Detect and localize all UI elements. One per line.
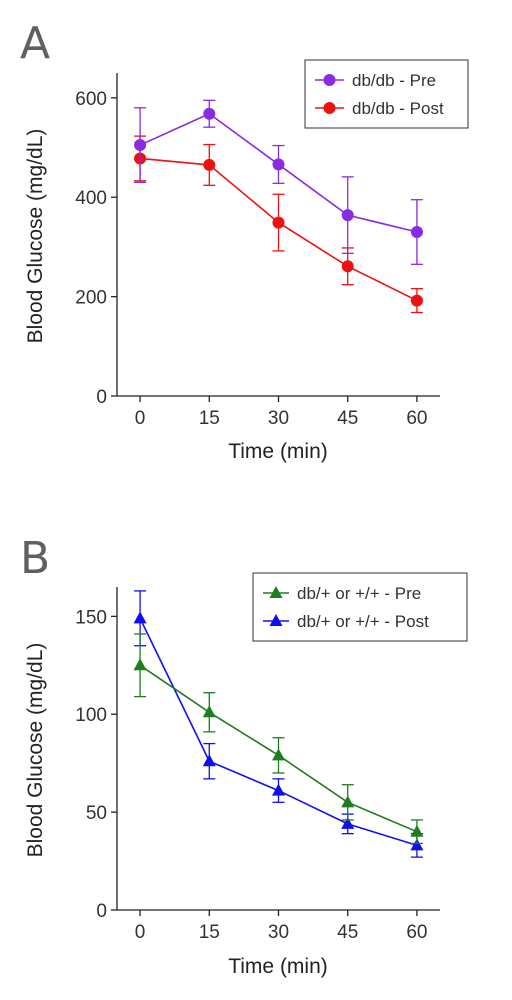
- data-point: [341, 795, 355, 808]
- series-2: [133, 590, 424, 858]
- data-point: [341, 209, 354, 222]
- panel-letter-b: B: [20, 533, 50, 584]
- legend: db/db - Pre db/db - Post: [304, 59, 469, 129]
- y-tick-label: 150: [75, 607, 107, 628]
- data-point: [410, 226, 423, 239]
- plot-area: 0 50 100 150 0 15 30 45 60: [75, 587, 440, 943]
- y-tick-label: 600: [75, 89, 107, 110]
- legend-box: [252, 572, 468, 642]
- panel-b: B Time (min) Blood Glucose (mg/dL) 0 50 10…: [20, 533, 468, 978]
- x-tick-label: 15: [199, 408, 220, 429]
- legend-marker: [323, 74, 336, 86]
- y-tick-label: 0: [96, 387, 107, 408]
- y-axis-title: Blood Glucose (mg/dL): [24, 643, 47, 858]
- series-1: [134, 99, 423, 265]
- data-point: [133, 658, 147, 671]
- data-point: [203, 107, 216, 120]
- legend: db/+ or +/+ - Pre db/+ or +/+ - Post: [252, 572, 468, 642]
- y-axis-title: Blood Glucose (mg/dL): [24, 129, 47, 344]
- legend-label: db/+ or +/+ - Pre: [297, 584, 421, 603]
- y-tick-label: 50: [86, 803, 107, 824]
- data-point: [202, 754, 216, 767]
- legend-label: db/+ or +/+ - Post: [297, 612, 429, 631]
- y-tick-label: 200: [75, 288, 107, 309]
- y-tick-label: 400: [75, 188, 107, 209]
- x-tick-label: 45: [337, 408, 358, 429]
- x-axis-title: Time (min): [228, 955, 328, 978]
- series-line: [139, 617, 418, 847]
- legend-label: db/db - Post: [352, 99, 444, 118]
- data-point: [134, 139, 147, 152]
- plot-area: 0 200 400 600 0 15 30 45 60: [75, 73, 440, 429]
- legend-box: [304, 59, 469, 129]
- legend-label: db/db - Pre: [352, 71, 436, 90]
- y-tick-label: 100: [75, 705, 107, 726]
- data-point: [202, 705, 216, 718]
- series-1: [133, 633, 424, 845]
- legend-marker: [323, 102, 336, 114]
- legend-marker: [269, 586, 283, 598]
- x-tick-label: 30: [268, 922, 289, 943]
- panel-a: A Time (min) Blood Glucose (mg/dL) 0 200 4…: [20, 18, 469, 463]
- data-point: [272, 783, 285, 796]
- data-point: [272, 158, 285, 171]
- legend-marker: [269, 614, 283, 626]
- x-tick-label: 45: [337, 922, 358, 943]
- data-point: [341, 260, 354, 273]
- data-point: [272, 216, 285, 229]
- data-point: [341, 816, 355, 829]
- x-axis-title: Time (min): [228, 440, 328, 463]
- x-tick-label: 0: [135, 408, 146, 429]
- data-point: [272, 748, 285, 761]
- data-point: [133, 611, 147, 624]
- x-tick-label: 30: [268, 408, 289, 429]
- data-point: [410, 294, 423, 307]
- x-tick-label: 60: [406, 408, 427, 429]
- data-point: [410, 838, 424, 851]
- panel-letter-a: A: [20, 18, 50, 69]
- x-tick-label: 60: [406, 922, 427, 943]
- series-2: [134, 135, 423, 314]
- data-point: [410, 824, 424, 837]
- x-tick-label: 15: [199, 922, 220, 943]
- y-tick-label: 0: [96, 901, 107, 922]
- data-point: [203, 158, 216, 171]
- x-tick-label: 0: [135, 922, 146, 943]
